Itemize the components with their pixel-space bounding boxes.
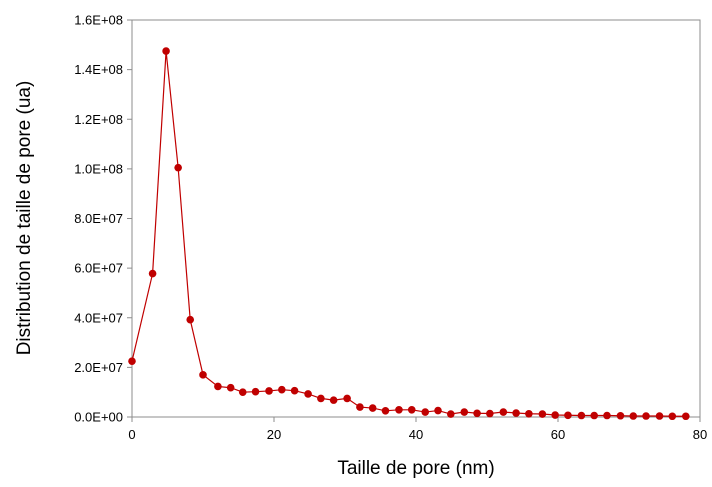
data-point xyxy=(304,390,312,398)
y-axis-ticks: 0.0E+00 2.0E+07 4.0E+07 6.0E+07 8.0E+07 1.0E+… xyxy=(74,13,132,425)
x-axis-ticks: 0 20 40 60 80 xyxy=(128,417,707,442)
y-tick-label: 6.0E+07 xyxy=(74,261,123,276)
data-point xyxy=(343,394,351,403)
x-tick-label: 80 xyxy=(693,427,707,442)
y-tick-label: 1.4E+08 xyxy=(74,62,123,77)
x-tick-label: 40 xyxy=(409,427,423,442)
data-point xyxy=(356,403,364,411)
data-point xyxy=(629,412,638,420)
y-axis-title: Distribution de taille de pore (ua) xyxy=(14,81,35,356)
data-point xyxy=(186,315,195,324)
data-point xyxy=(446,410,455,418)
data-point xyxy=(265,387,273,395)
y-tick-label: 0.0E+00 xyxy=(74,410,123,425)
data-point xyxy=(199,371,207,379)
series-line xyxy=(131,50,686,417)
data-point xyxy=(603,411,611,420)
data-point xyxy=(434,406,442,415)
data-point xyxy=(174,163,182,172)
data-point xyxy=(538,410,547,418)
y-tick-label: 1.6E+08 xyxy=(74,13,123,28)
data-point xyxy=(668,412,677,421)
data-point xyxy=(128,357,136,365)
data-point xyxy=(486,409,494,418)
data-point xyxy=(251,387,260,396)
data-point xyxy=(499,408,508,416)
y-tick-label: 8.0E+07 xyxy=(74,211,123,226)
data-point xyxy=(368,404,377,412)
data-point xyxy=(512,409,520,417)
data-point xyxy=(564,411,572,420)
data-point xyxy=(214,382,222,391)
data-point xyxy=(238,388,247,396)
y-tick-label: 1.0E+08 xyxy=(74,161,123,176)
data-point xyxy=(655,412,664,420)
data-point xyxy=(551,411,559,419)
data-point xyxy=(162,47,170,55)
data-point xyxy=(381,406,390,415)
x-axis-title: Taille de pore (nm) xyxy=(337,458,494,479)
x-tick-label: 0 xyxy=(128,427,135,442)
data-point xyxy=(577,411,586,420)
y-tick-label: 4.0E+07 xyxy=(74,310,123,325)
data-point xyxy=(473,409,481,418)
data-point xyxy=(407,406,416,414)
data-point xyxy=(290,386,299,395)
y-tick-label: 1.2E+08 xyxy=(74,112,123,127)
data-point xyxy=(421,408,430,416)
x-tick-label: 20 xyxy=(267,427,281,442)
data-point xyxy=(682,412,690,421)
data-point xyxy=(226,383,235,392)
x-tick-label: 60 xyxy=(551,427,565,442)
series-layer xyxy=(128,47,690,421)
data-point xyxy=(616,411,625,420)
data-point xyxy=(278,385,286,394)
data-point xyxy=(590,411,599,420)
data-point xyxy=(395,406,403,414)
data-point xyxy=(642,412,650,420)
data-point xyxy=(148,269,157,278)
plot-area xyxy=(131,19,701,418)
data-point xyxy=(525,409,533,418)
data-point xyxy=(317,394,325,403)
data-point xyxy=(460,408,469,416)
y-tick-label: 2.0E+07 xyxy=(74,360,123,375)
data-point xyxy=(329,396,338,404)
